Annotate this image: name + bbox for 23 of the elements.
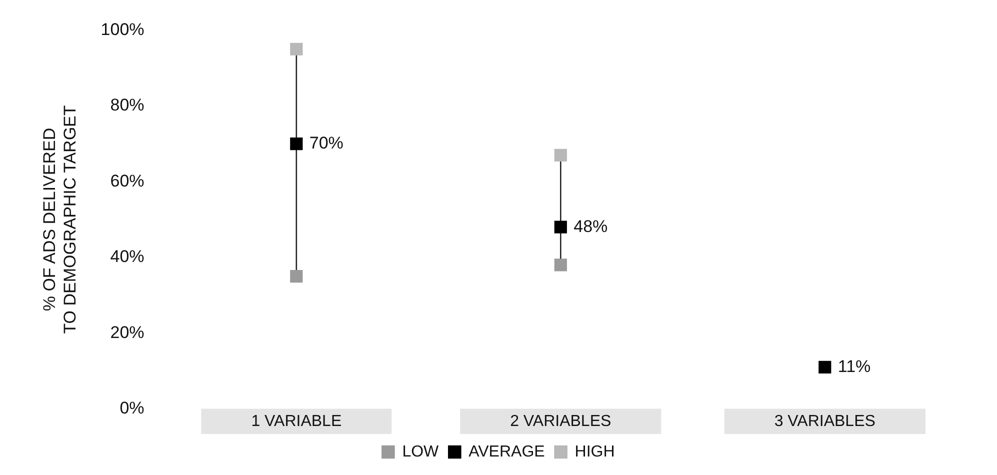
data-label: 48% <box>574 216 608 236</box>
point <box>818 360 832 374</box>
point <box>554 220 567 234</box>
x-tick-label: 3 VARIABLES <box>774 412 876 430</box>
point <box>290 137 303 150</box>
y-axis-title: % OF ADS DELIVERED TO DEMOGRAPHIC TARGET <box>40 105 80 334</box>
y-tick-label: 60% <box>110 171 144 190</box>
y-tick-label: 80% <box>110 96 144 115</box>
y-tick-label: 40% <box>110 247 144 266</box>
x-tick-label: 2 VARIABLES <box>510 412 612 430</box>
legend-label: LOW <box>402 443 440 460</box>
data-label: 11% <box>838 356 871 376</box>
y-tick-label: 0% <box>120 398 144 418</box>
data-label: 70% <box>309 133 344 152</box>
point <box>554 258 567 272</box>
point <box>290 270 303 283</box>
y-tick-label: 20% <box>110 322 144 342</box>
point <box>554 148 567 162</box>
y-tick-label: 100% <box>100 20 144 39</box>
legend-label: AVERAGE <box>468 443 545 460</box>
x-tick-label: 1 VARIABLE <box>251 412 342 430</box>
point <box>290 42 303 56</box>
legend-label: HIGH <box>574 443 615 460</box>
